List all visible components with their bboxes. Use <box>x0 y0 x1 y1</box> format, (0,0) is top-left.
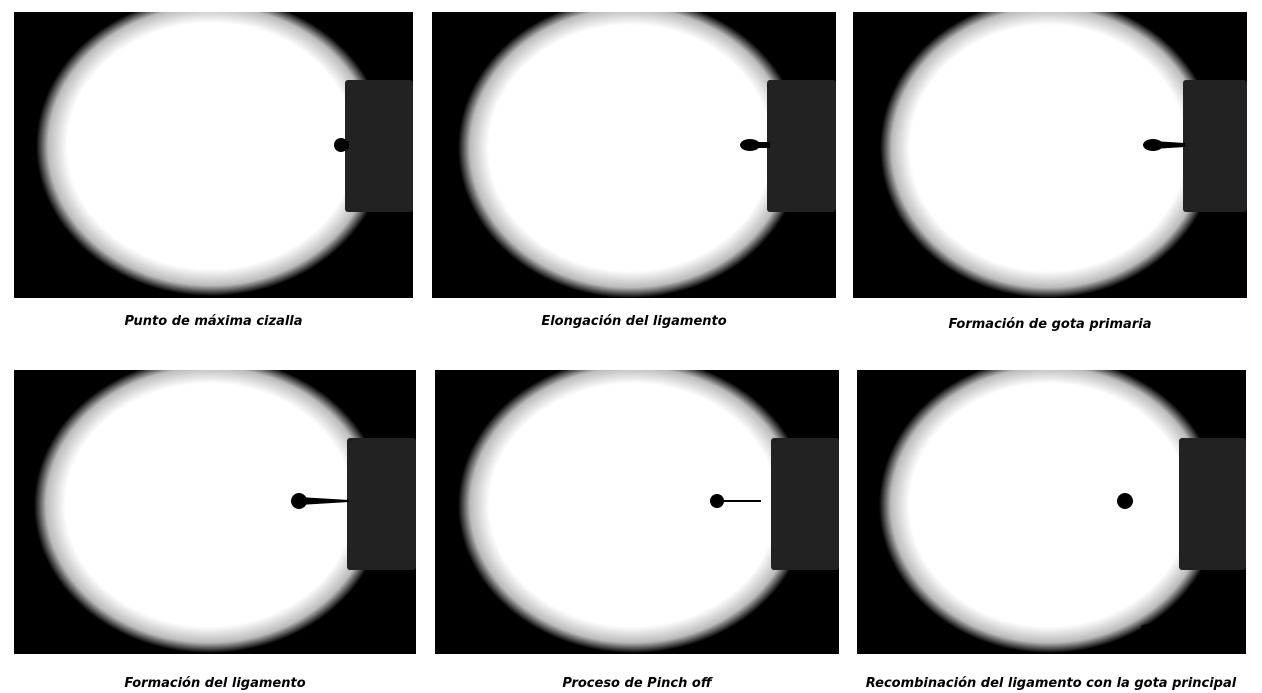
time-stamp: 180 µs <box>1138 620 1232 648</box>
photo-frame-6: 180 µs <box>857 370 1246 654</box>
photo-frame-3: 60 µs <box>853 12 1247 298</box>
caption-3: Formación de gota primaria <box>948 317 1152 332</box>
time-stamp: 120 µs <box>308 620 402 648</box>
ligament <box>1153 141 1185 149</box>
time-stamp: 35 µs <box>745 264 822 292</box>
time-stamp: 60 µs <box>1156 264 1233 292</box>
photo-frame-5: 140 µs <box>435 370 839 654</box>
shadowgraph-image <box>435 370 839 654</box>
caption-5: Proceso de Pinch off <box>562 676 712 691</box>
time-stamp: 140 µs <box>731 620 825 648</box>
shadowgraph-image <box>14 12 413 298</box>
shadowgraph-image <box>857 370 1246 654</box>
photo-frame-1: 13 µs <box>14 12 413 298</box>
time-stamp: 13 µs <box>322 264 399 292</box>
ligament <box>750 142 770 148</box>
photo-frame-2: 35 µs <box>432 12 836 298</box>
shadowgraph-image <box>14 370 416 654</box>
shadowgraph-image <box>853 12 1247 298</box>
droplet <box>1117 493 1133 509</box>
caption-2: Elongación del ligamento <box>541 314 727 329</box>
photo-frame-4: 120 µs <box>14 370 416 654</box>
caption-4: Formación del ligamento <box>124 676 306 691</box>
caption-6: Recombinación del ligamento con la gota … <box>865 676 1237 691</box>
shadowgraph-image <box>432 12 836 298</box>
caption-1: Punto de máxima cizalla <box>124 314 303 329</box>
ligament <box>299 497 349 505</box>
